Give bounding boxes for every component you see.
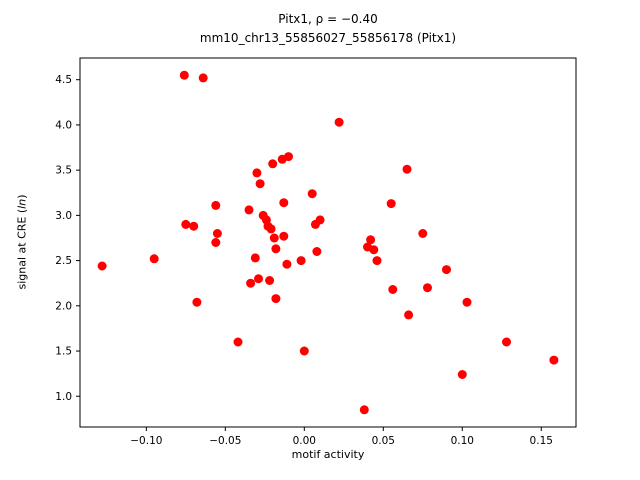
data-point <box>284 152 293 162</box>
data-point <box>402 164 412 174</box>
y-tick-label: 1.5 <box>55 346 72 358</box>
data-point <box>271 294 281 304</box>
chart-title-line1: Pitx1, ρ = −0.40 <box>278 12 378 26</box>
data-point <box>212 229 222 238</box>
data-point <box>181 219 191 229</box>
chart-title: Pitx1, ρ = −0.40 mm10_chr13_55856027_558… <box>80 10 576 48</box>
data-point <box>250 253 260 263</box>
data-point <box>457 370 467 379</box>
data-point <box>296 256 306 266</box>
x-tick-label: 0.00 <box>293 435 316 447</box>
data-point <box>369 245 379 255</box>
x-tick-label: −0.10 <box>130 435 162 447</box>
data-point <box>502 337 511 347</box>
data-point <box>462 297 472 307</box>
data-point <box>254 274 263 284</box>
data-point <box>359 405 369 415</box>
data-point <box>149 254 159 264</box>
data-point <box>198 73 208 83</box>
data-point <box>192 297 202 307</box>
data-point <box>315 215 325 225</box>
plot-frame <box>79 57 577 428</box>
data-point <box>246 278 256 288</box>
y-axis-label-italic: ln <box>15 198 29 209</box>
data-point <box>271 244 281 254</box>
data-point <box>233 337 243 347</box>
data-point <box>211 238 221 247</box>
y-axis-label-prefix: signal at CRE ( <box>15 208 29 290</box>
data-point <box>423 283 432 293</box>
data-point <box>404 310 414 320</box>
y-axis-label-suffix: ) <box>15 194 29 199</box>
data-point <box>312 247 322 256</box>
data-point <box>334 117 344 127</box>
data-point <box>269 233 279 243</box>
y-tick-label: 4.5 <box>55 74 72 86</box>
data-point <box>265 276 275 285</box>
data-point <box>179 70 189 80</box>
x-tick-label: 0.05 <box>372 435 395 447</box>
data-point <box>549 355 559 365</box>
data-point <box>386 199 396 209</box>
x-tick-label: −0.05 <box>209 435 241 447</box>
data-point <box>252 168 262 178</box>
y-tick-label: 2.0 <box>55 300 72 312</box>
x-tick-label: 0.15 <box>530 435 553 447</box>
x-tick-label: 0.10 <box>451 435 474 447</box>
chart-title-line2: mm10_chr13_55856027_55856178 (Pitx1) <box>199 31 457 45</box>
y-tick-label: 4.0 <box>55 119 72 131</box>
data-point <box>268 159 278 169</box>
data-point <box>211 200 221 210</box>
y-tick-label: 1.0 <box>55 391 72 403</box>
data-point <box>266 224 276 234</box>
x-axis-label: motif activity <box>291 448 365 461</box>
data-point <box>279 231 289 241</box>
data-point <box>189 221 199 231</box>
y-tick-label: 3.0 <box>55 210 72 222</box>
data-point <box>418 229 428 238</box>
data-point <box>307 189 317 199</box>
data-point <box>366 235 376 245</box>
data-point <box>388 285 398 294</box>
data-point <box>299 346 309 356</box>
y-axis-label: signal at CRE (ln) <box>16 195 29 290</box>
data-point <box>282 259 292 269</box>
y-tick-label: 2.5 <box>55 255 72 267</box>
data-point <box>97 261 107 271</box>
y-tick-label: 3.5 <box>55 165 72 177</box>
data-point <box>279 198 289 208</box>
data-point <box>255 179 265 189</box>
data-point <box>372 256 382 266</box>
data-point <box>244 205 254 215</box>
data-point <box>442 265 451 275</box>
